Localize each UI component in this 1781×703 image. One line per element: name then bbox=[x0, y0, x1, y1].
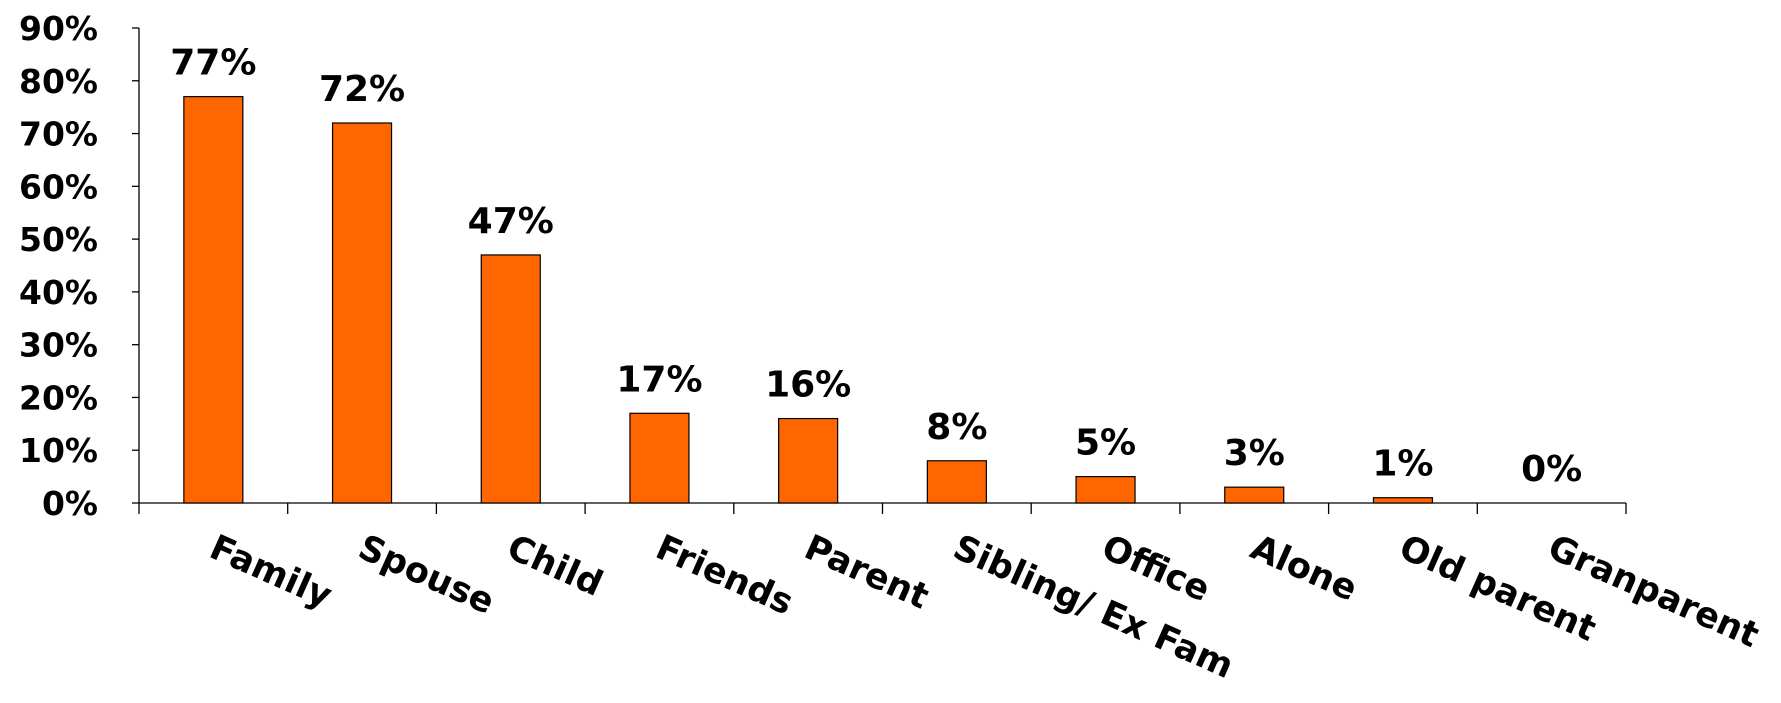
bar bbox=[480, 254, 541, 504]
data-label: 3% bbox=[1224, 433, 1285, 474]
data-label: 8% bbox=[926, 407, 987, 448]
y-tick-label: 80% bbox=[19, 62, 98, 101]
category-label: Family bbox=[204, 528, 338, 617]
data-label: 72% bbox=[319, 69, 405, 110]
category-label: Child bbox=[501, 528, 608, 605]
y-tick-label: 90% bbox=[19, 9, 98, 48]
data-label: 77% bbox=[170, 43, 256, 84]
data-labels: 77% 72% 47% 17% 16% 8% 5% 3% 1% 0% bbox=[170, 43, 1582, 490]
bar bbox=[331, 122, 393, 504]
y-tick-label: 60% bbox=[19, 167, 98, 206]
y-tick-label: 0% bbox=[42, 484, 98, 523]
bar bbox=[629, 412, 690, 504]
category-label: Alone bbox=[1245, 528, 1363, 610]
category-labels: Family Spouse Child Friends Parent Sibling/ E… bbox=[204, 528, 1765, 687]
category-label: Friends bbox=[650, 528, 799, 624]
bar bbox=[1372, 497, 1434, 504]
data-label: 0% bbox=[1521, 449, 1582, 490]
y-tick-label: 50% bbox=[19, 220, 98, 259]
category-label: Parent bbox=[798, 528, 934, 618]
data-label: 16% bbox=[765, 365, 851, 406]
bar bbox=[926, 460, 987, 504]
category-label: Spouse bbox=[352, 528, 500, 623]
data-label: 1% bbox=[1372, 444, 1433, 485]
y-tick-label: 20% bbox=[19, 378, 98, 417]
bar bbox=[1224, 486, 1285, 504]
bar bbox=[778, 417, 839, 504]
y-tick-label: 10% bbox=[19, 431, 98, 470]
y-tick-label: 30% bbox=[19, 326, 98, 365]
data-label: 47% bbox=[468, 201, 554, 242]
data-label: 17% bbox=[616, 359, 702, 400]
y-tick-label: 40% bbox=[19, 273, 98, 312]
data-label: 5% bbox=[1075, 423, 1136, 464]
bar bbox=[1075, 476, 1136, 504]
bar bbox=[183, 96, 244, 504]
y-axis: 0% 10% 20% 30% 40% 50% 60% 70% 80% 90% bbox=[19, 9, 140, 523]
x-axis bbox=[138, 502, 1627, 514]
bars bbox=[183, 96, 1434, 504]
y-tick-label: 70% bbox=[19, 115, 98, 154]
